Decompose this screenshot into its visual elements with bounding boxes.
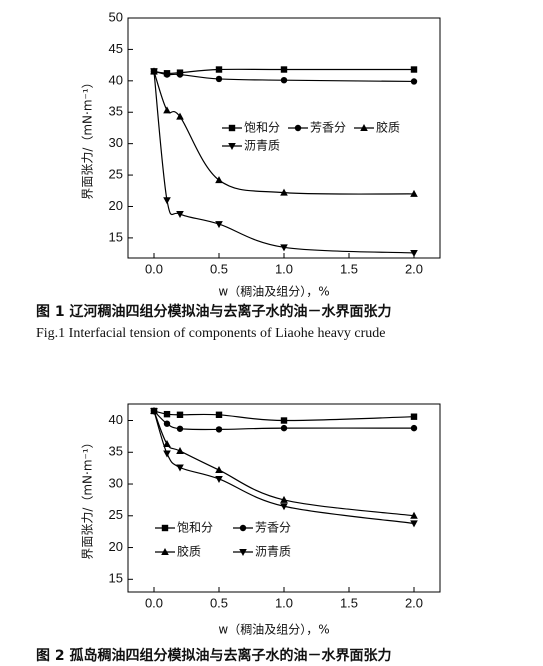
x-tick-label: 2.0 (405, 595, 423, 610)
legend-label: 胶质 (376, 120, 400, 135)
legend-marker (239, 524, 247, 532)
caption-en: Fig.1 Interfacial tension of components … (36, 326, 386, 341)
y-tick-label: 15 (109, 571, 123, 586)
data-point (176, 211, 184, 219)
legend-marker (228, 124, 236, 132)
legend-marker (360, 124, 368, 131)
y-tick-label: 20 (109, 198, 123, 213)
data-point (410, 520, 418, 528)
y-tick-label: 35 (109, 444, 123, 459)
data-point (280, 188, 288, 196)
data-point (163, 197, 171, 205)
legend-marker (228, 143, 236, 150)
data-point (163, 440, 171, 448)
y-tick-label: 50 (109, 9, 123, 24)
legend-label: 饱和分 (177, 520, 213, 535)
y-axis-label: 界面张力/（mN·m⁻¹） (81, 436, 95, 559)
x-tick-label: 0.5 (210, 595, 228, 610)
data-point (280, 66, 288, 73)
data-point (163, 106, 171, 114)
data-point (215, 176, 223, 184)
data-point (410, 249, 418, 257)
data-point (163, 71, 171, 78)
y-tick-label: 30 (109, 135, 123, 150)
data-point (215, 466, 223, 474)
legend-label: 胶质 (177, 544, 201, 559)
data-point (215, 426, 223, 433)
x-tick-label: 1.0 (275, 261, 293, 276)
legend-marker (161, 524, 169, 532)
data-point (410, 413, 418, 420)
caption: 图 2 孤岛稠油四组分模拟油与去离子水的油－水界面张力 (36, 647, 392, 664)
data-point (280, 495, 288, 503)
x-tick-label: 1.5 (340, 595, 358, 610)
data-point (410, 78, 418, 85)
legend-label: 芳香分 (310, 121, 346, 135)
data-point (410, 189, 418, 197)
x-tick-label: 0.5 (210, 261, 228, 276)
data-point (176, 425, 184, 432)
y-tick-label: 45 (109, 41, 123, 56)
y-tick-label: 35 (109, 104, 123, 119)
data-point (280, 424, 288, 432)
y-tick-label: 20 (109, 539, 123, 554)
data-point (150, 407, 158, 415)
data-point (410, 511, 418, 519)
y-axis-label: 界面张力/（mN·m⁻¹） (81, 76, 95, 199)
data-point (215, 475, 223, 483)
data-point (176, 447, 184, 454)
data-point (215, 221, 223, 229)
data-point (150, 68, 158, 76)
x-tick-label: 0.0 (145, 595, 163, 610)
legend-marker (161, 548, 169, 555)
legend-label: 沥青质 (244, 139, 280, 153)
y-tick-label: 30 (109, 475, 123, 490)
legend-label: 沥青质 (255, 545, 291, 559)
data-point (215, 411, 223, 418)
data-point (280, 244, 288, 252)
data-point (410, 424, 418, 432)
y-tick-label: 25 (109, 507, 123, 522)
x-tick-label: 1.5 (340, 261, 358, 276)
data-point (410, 66, 418, 73)
data-point (163, 410, 171, 418)
data-point (280, 76, 288, 84)
x-tick-label: 0.0 (145, 261, 163, 276)
data-point (280, 503, 288, 511)
legend-label: 饱和分 (244, 120, 280, 135)
data-point (163, 420, 171, 427)
data-point (176, 464, 184, 472)
caption: 图 1 辽河稠油四组分模拟油与去离子水的油－水界面张力 (36, 303, 392, 320)
x-axis-label: w（稠油及组分），% (218, 623, 329, 637)
y-tick-label: 40 (109, 72, 123, 87)
series-line (153, 71, 415, 195)
y-tick-label: 25 (109, 167, 123, 182)
legend-label: 芳香分 (255, 521, 291, 535)
y-tick-label: 15 (109, 229, 123, 244)
x-tick-label: 1.0 (275, 595, 293, 610)
data-point (176, 112, 184, 120)
data-point (280, 417, 288, 424)
legend-marker (294, 124, 302, 132)
series-line (153, 71, 415, 254)
plot-frame (127, 17, 441, 259)
x-tick-label: 2.0 (405, 261, 423, 276)
data-point (176, 411, 184, 418)
data-point (176, 71, 184, 78)
data-point (163, 450, 171, 458)
y-tick-label: 40 (109, 412, 123, 427)
x-axis-label: w（稠油及组分），% (218, 285, 329, 299)
data-point (215, 75, 223, 83)
legend-marker (239, 549, 247, 556)
data-point (215, 66, 223, 73)
